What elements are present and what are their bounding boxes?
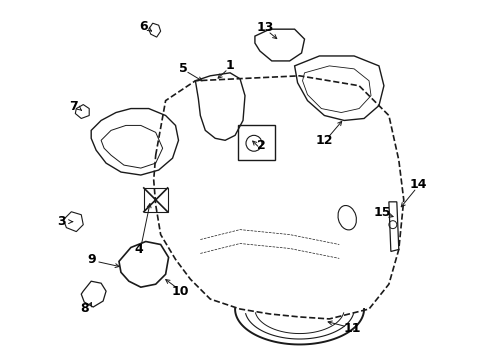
Text: 9: 9 (87, 253, 95, 266)
Text: 11: 11 (343, 322, 360, 336)
Text: 7: 7 (69, 100, 78, 113)
Text: 12: 12 (315, 134, 332, 147)
Text: 4: 4 (134, 243, 143, 256)
Text: 8: 8 (80, 302, 88, 315)
Text: 10: 10 (171, 285, 189, 298)
Text: 14: 14 (409, 179, 427, 192)
Text: 2: 2 (257, 139, 265, 152)
Text: 15: 15 (372, 206, 390, 219)
Text: 1: 1 (225, 59, 234, 72)
Text: 5: 5 (179, 62, 187, 75)
Text: 3: 3 (57, 215, 65, 228)
Text: 13: 13 (256, 21, 273, 34)
Text: 6: 6 (139, 20, 148, 33)
